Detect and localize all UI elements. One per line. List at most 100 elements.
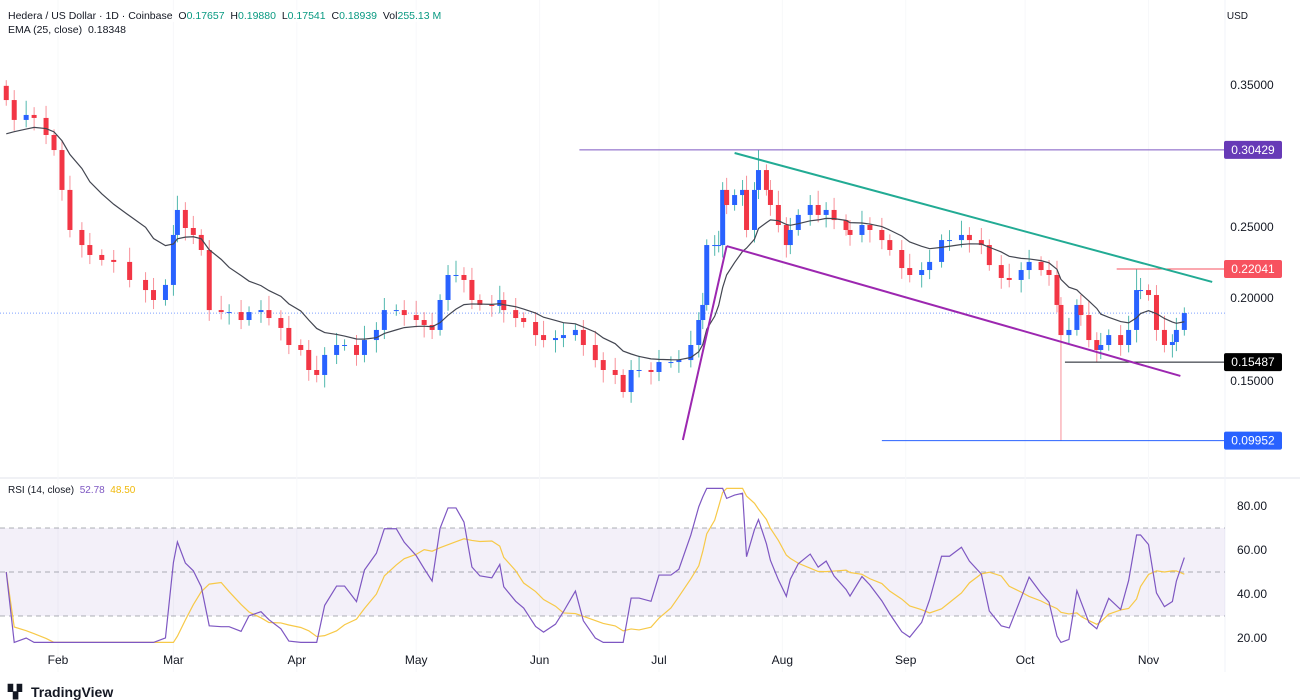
x-tick-label: Jul — [651, 653, 666, 667]
candle — [1026, 249, 1032, 280]
price-level-tag — [1224, 260, 1282, 279]
candle-body — [867, 225, 873, 230]
candle — [712, 235, 718, 256]
candle — [560, 322, 566, 348]
symbol-name: Hedera / US Dollar · 1D · Coinbase — [8, 10, 173, 22]
candle-body — [676, 360, 682, 363]
candle-body — [986, 245, 992, 266]
candle-body — [1058, 304, 1064, 336]
candle — [1038, 256, 1044, 276]
currency-label[interactable]: USD — [1226, 11, 1248, 22]
candle-body — [724, 189, 730, 205]
candle-body — [600, 360, 606, 370]
candle-body — [162, 284, 168, 300]
candle-body — [1086, 315, 1092, 341]
candle-body — [51, 134, 57, 151]
candle-body — [720, 189, 726, 246]
candle — [298, 339, 304, 356]
candle — [752, 182, 757, 243]
candle-body — [373, 329, 379, 341]
candle — [879, 217, 885, 250]
candle — [1169, 334, 1175, 358]
candle — [755, 149, 761, 200]
candle-body — [939, 240, 945, 262]
trendline-lower-channel — [726, 245, 1181, 377]
candle — [170, 225, 176, 296]
candle — [218, 295, 224, 320]
candle — [354, 335, 359, 366]
price-level-tag — [1224, 140, 1282, 159]
candle-body — [381, 310, 387, 330]
candle-body — [306, 349, 312, 370]
x-tick-label: Mar — [163, 653, 184, 667]
candle — [469, 267, 475, 310]
candle — [421, 312, 427, 338]
candle — [1181, 307, 1187, 336]
candle-body — [815, 204, 821, 215]
candle-body — [752, 189, 757, 230]
candle — [1126, 315, 1132, 353]
candle — [489, 295, 495, 317]
candle — [696, 312, 702, 358]
candle-body — [1126, 329, 1132, 346]
candle-body — [322, 354, 328, 375]
candle — [668, 356, 674, 368]
ema-value: 0.18348 — [87, 24, 126, 36]
candle-body — [246, 312, 252, 321]
candle-body — [783, 225, 789, 246]
candle-body — [3, 85, 9, 101]
candle-body — [1098, 345, 1104, 350]
candle — [887, 234, 893, 256]
candle-body — [1138, 290, 1144, 292]
candle-body — [899, 250, 905, 269]
candle — [67, 175, 73, 238]
y-tick-label: 0.35000 — [1230, 78, 1274, 92]
candle — [1153, 285, 1159, 341]
candle — [859, 210, 865, 243]
candle-body — [648, 369, 654, 372]
candle — [151, 277, 157, 310]
candle — [636, 355, 642, 378]
candle — [322, 347, 328, 388]
candle — [620, 369, 626, 398]
candle — [306, 340, 312, 381]
candle-body — [887, 240, 893, 251]
candle — [477, 294, 483, 311]
candle — [286, 315, 292, 355]
candle-body — [704, 245, 710, 305]
candle — [628, 360, 634, 403]
y-tick-label: 0.20000 — [1230, 291, 1274, 305]
candle-body — [927, 261, 933, 271]
rsi-value: 52.78 — [79, 485, 105, 496]
price-level-label: 0.22041 — [1231, 262, 1275, 276]
candle — [521, 312, 527, 328]
candle — [958, 220, 964, 248]
price-level-label: 0.30429 — [1231, 143, 1275, 157]
candle-body — [1181, 313, 1187, 330]
ema-legend: EMA (25, close) 0.18348 — [8, 24, 126, 36]
candle-body — [226, 312, 232, 314]
candle-body — [198, 234, 204, 251]
candle-body — [111, 259, 117, 262]
candle-body — [469, 279, 475, 300]
candle — [919, 262, 925, 288]
candle-body — [533, 321, 539, 336]
candle-body — [966, 234, 972, 241]
candle-body — [978, 240, 984, 246]
candle-body — [744, 189, 750, 230]
candle-body — [807, 204, 813, 215]
price-level-label: 0.09952 — [1231, 434, 1275, 448]
candle-body — [1173, 329, 1179, 343]
candle — [59, 140, 65, 201]
candle — [966, 227, 972, 253]
candle — [143, 272, 149, 303]
x-tick-label: Apr — [287, 653, 306, 667]
rsi-y-tick-label: 80.00 — [1237, 499, 1267, 513]
candle — [461, 267, 467, 293]
candle — [497, 285, 503, 314]
open-value: 0.17657 — [186, 10, 225, 22]
candle-body — [31, 114, 37, 118]
candle — [1134, 269, 1140, 343]
candle-body — [298, 345, 304, 350]
